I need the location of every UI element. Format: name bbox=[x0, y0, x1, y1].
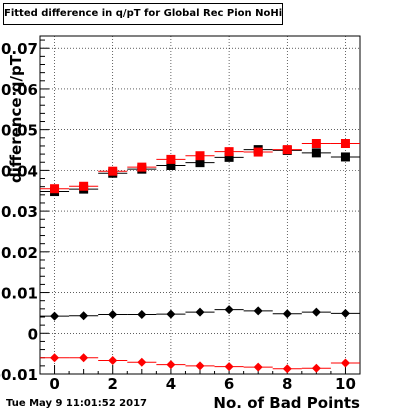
series-2-point bbox=[253, 306, 263, 316]
x-tick-label: 4 bbox=[166, 375, 176, 393]
chart-title: Fitted difference in q/pT for Global Rec… bbox=[3, 3, 283, 25]
series-2-point bbox=[50, 311, 60, 321]
y-tick-label: 0.01 bbox=[1, 285, 38, 303]
series-3-point bbox=[224, 362, 234, 372]
series-1-point bbox=[311, 139, 321, 149]
y-tick-label: 0.04 bbox=[1, 162, 38, 180]
x-tick-label: 8 bbox=[282, 375, 292, 393]
x-tick-label: 6 bbox=[224, 375, 234, 393]
series-3-point bbox=[79, 353, 89, 363]
series-0-point bbox=[166, 160, 176, 170]
series-1-point bbox=[166, 154, 176, 164]
series-0-point bbox=[311, 148, 321, 158]
series-1-point bbox=[108, 166, 118, 176]
series-3-point bbox=[50, 353, 60, 363]
series-3-point bbox=[311, 363, 321, 373]
series-1-point bbox=[50, 184, 60, 194]
series-1-point bbox=[282, 145, 292, 155]
timestamp-label: Tue May 9 11:01:52 2017 bbox=[6, 398, 147, 409]
x-tick-label: 2 bbox=[108, 375, 118, 393]
y-tick-label: 0.03 bbox=[1, 203, 38, 221]
y-tick-label: -0.01 bbox=[0, 366, 38, 384]
series-0-point bbox=[195, 158, 205, 168]
y-axis-label: difference q/pT bbox=[7, 55, 25, 183]
series-1-point bbox=[224, 147, 234, 157]
series-1-point bbox=[340, 139, 350, 149]
series-3-point bbox=[137, 357, 147, 367]
series-1-point bbox=[79, 181, 89, 191]
series-0-point bbox=[224, 152, 234, 162]
series-2-point bbox=[108, 310, 118, 320]
y-tick-label: 0.06 bbox=[1, 81, 38, 99]
series-1-point bbox=[195, 151, 205, 161]
series-1-point bbox=[253, 147, 263, 157]
series-2-point bbox=[166, 309, 176, 319]
series-2-point bbox=[311, 307, 321, 317]
x-tick-label: 0 bbox=[49, 375, 59, 393]
series-2-point bbox=[340, 308, 350, 318]
series-1-point bbox=[137, 162, 147, 172]
series-3-point bbox=[108, 356, 118, 366]
series-2-point bbox=[137, 310, 147, 320]
series-2-point bbox=[195, 307, 205, 317]
series-3-point bbox=[253, 362, 263, 372]
series-2-point bbox=[224, 305, 234, 315]
series-0-point bbox=[340, 152, 350, 162]
x-axis-label: No. of Bad Points bbox=[213, 394, 360, 412]
series-3-point bbox=[340, 358, 350, 368]
x-tick-label: 10 bbox=[335, 375, 356, 393]
y-tick-label: 0.02 bbox=[1, 244, 38, 262]
series-2-point bbox=[79, 311, 89, 321]
series-3-point bbox=[282, 364, 292, 374]
y-tick-label: 0 bbox=[28, 325, 38, 343]
series-2-point bbox=[282, 309, 292, 319]
plot-frame bbox=[39, 35, 361, 375]
y-tick-label: 0.07 bbox=[1, 40, 38, 58]
series-3-point bbox=[166, 360, 176, 370]
series-3-point bbox=[195, 361, 205, 371]
y-tick-label: 0.05 bbox=[1, 122, 38, 140]
